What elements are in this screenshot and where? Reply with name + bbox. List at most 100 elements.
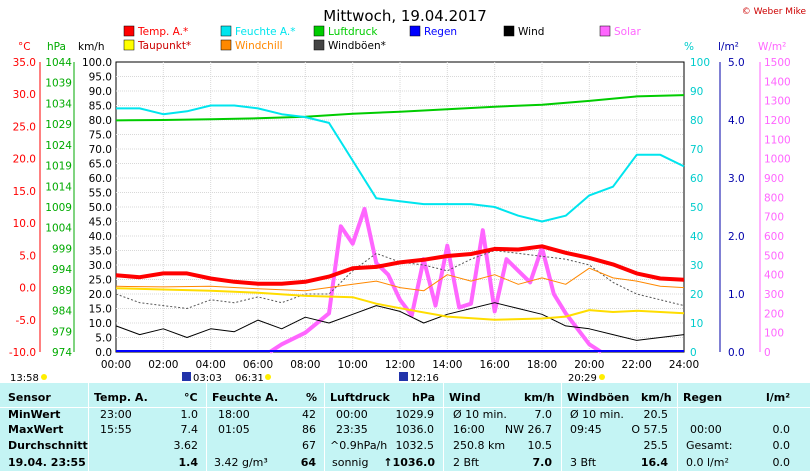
copyright-text: © Weber Mike [742,7,807,17]
pct-tick-label: 10 [690,318,703,330]
kmh-tick-label: 10.0 [89,318,112,330]
temp-current-value: 1.4 [178,456,199,469]
rain-current-value: 0.0 [772,456,791,469]
lm2-tick-label: 1.0 [728,289,745,301]
min-temp-time: 13:58 [10,373,39,383]
press-current-value: ↑1036.0 [383,456,435,469]
legend-label: Temp. A.* [137,26,188,38]
hpa-tick-label: 999 [52,243,72,255]
wm2-tick-label: 100 [764,328,784,340]
temp-tick-label: 15.0 [13,186,36,198]
x-tick-label: 22:00 [622,359,652,371]
series-line [115,287,685,321]
divider [324,383,325,471]
header-humidity-unit: % [306,391,318,404]
x-tick-label: 14:00 [432,359,462,371]
sun-icon [599,374,605,380]
press-max-value: 1036.0 [395,423,435,436]
rain-max-time: 00:00 [690,423,722,436]
wm2-tick-label: 1500 [764,57,791,69]
header-wind: Wind [449,391,481,404]
legend-label: Regen [424,26,457,38]
axis-unit-hpa: hPa [47,41,66,53]
kmh-tick-label: 5.0 [95,333,112,345]
lm2-tick-label: 2.0 [728,231,745,243]
divider [561,383,562,471]
temp-min-value: 1.0 [180,408,199,421]
wind-avg-value: 10.5 [527,439,553,452]
hpa-tick-label: 979 [52,326,72,338]
rain-max-value: 0.0 [772,423,791,436]
pct-tick-label: 80 [690,115,703,127]
series-line [115,94,685,122]
pct-tick-label: 20 [690,289,703,301]
legend-swatch [409,25,421,37]
x-tick-label: 10:00 [338,359,368,371]
wind-bft: 2 Bft [453,456,480,469]
moonset-time: 12:16 [410,373,439,383]
pct-tick-label: 90 [690,86,703,98]
hpa-tick-label: 1014 [45,181,72,193]
legend-label: Wind [518,26,544,38]
header-pressure-unit: hPa [412,391,436,404]
kmh-tick-label: 100.0 [82,57,112,69]
gust-bft: 3 Bft [570,456,597,469]
hum-min-value: 42 [302,408,316,421]
press-trend: ^0.9hPa/h [330,439,388,452]
moonset-icon [399,372,408,381]
pct-tick-label: 30 [690,260,703,272]
hpa-tick-label: 1019 [45,161,72,173]
divider [443,383,444,471]
wm2-tick-label: 600 [764,231,784,243]
gust-current-value: 16.4 [640,456,668,469]
axis-unit-kmh: km/h [78,41,105,53]
press-max-time: 23:35 [336,423,368,436]
axis-unit-pct: % [684,41,694,53]
lm2-tick-label: 3.0 [728,173,745,185]
wm2-tick-label: 900 [764,173,784,185]
divider [0,407,810,408]
header-gust-unit: km/h [641,391,672,404]
hpa-tick-label: 1029 [45,119,72,131]
row-label-current: 19.04. 23:55 [8,456,86,469]
hpa-tick-label: 1044 [45,57,72,69]
divider [88,383,89,471]
wm2-tick-label: 1100 [764,134,791,146]
wm2-tick-label: 1300 [764,96,791,108]
kmh-tick-label: 45.0 [89,217,112,229]
legend-swatch [220,39,232,51]
chart-title: Mittwoch, 19.04.2017 [323,7,487,25]
legend-label: Luftdruck [328,26,378,38]
press-avg-value: 1032.5 [395,439,435,452]
hum-max-value: 86 [302,423,316,436]
hum-current-value: 64 [300,456,316,469]
hum-avg-value: 67 [302,439,316,452]
sun-icon [265,374,271,380]
x-tick-label: 00:00 [101,359,131,371]
hpa-tick-label: 1004 [45,223,72,235]
series-line [115,267,685,292]
hpa-tick-label: 974 [52,347,72,359]
hum-absolute: 3.42 g/m³ [214,456,268,469]
divider [206,383,207,471]
press-weather: sonnig [332,456,369,469]
kmh-tick-label: 40.0 [89,231,112,243]
legend-label: Solar [614,26,641,38]
wind-max-value: NW 26.7 [504,423,552,436]
wm2-tick-label: 700 [764,212,784,224]
weather-chart: Mittwoch, 19.04.2017 © Weber Mike Temp. A… [9,7,807,383]
hpa-tick-label: 989 [52,285,72,297]
press-min-time: 00:00 [336,408,368,421]
sunrise-time: 06:31 [235,373,264,383]
kmh-tick-label: 25.0 [89,275,112,287]
temp-tick-label: 0.0 [19,283,36,295]
header-temp: Temp. A. [94,391,148,404]
axis-unit-wm2: W/m² [758,41,786,53]
moonrise-icon [182,372,191,381]
wind-avg10-value: 7.0 [534,408,553,421]
temp-tick-label: 10.0 [13,218,36,230]
kmh-tick-label: 50.0 [89,202,112,214]
header-pressure: Luftdruck [330,391,390,404]
temp-tick-label: -5.0 [16,315,37,327]
hpa-tick-label: 1039 [45,78,72,90]
